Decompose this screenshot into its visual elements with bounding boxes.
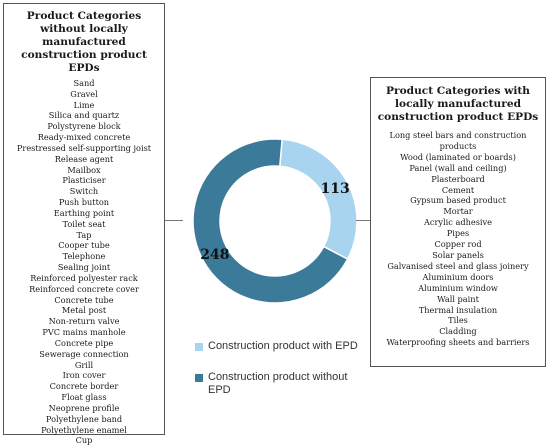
list-item: Grill (74, 359, 94, 370)
list-item: Wall paint (437, 293, 479, 304)
list-item: Neoprene profile (48, 402, 120, 413)
legend-item-without-epd: Construction product without EPD (195, 371, 365, 397)
list-item: Plasterboard (431, 173, 485, 184)
list-item: PVC mains manhole (42, 327, 126, 338)
list-item: Waterproofing sheets and barriers (386, 337, 530, 348)
list-item: Switch (69, 186, 99, 197)
legend-label-with-epd: Construction product with EPD (208, 340, 358, 352)
list-item: Long steel bars and construction product… (389, 130, 527, 151)
list-item: Solar panels (432, 249, 484, 260)
list-item: Telephone (62, 251, 106, 262)
list-item: Release agent (54, 153, 114, 164)
list-item: Pipes (446, 228, 470, 239)
list-item: Non-return valve (48, 316, 120, 327)
list-item: Tap (76, 229, 92, 240)
donut-slice-with-epd (278, 138, 358, 261)
list-item: Silica and quartz (48, 110, 120, 121)
list-item: Lime (73, 99, 95, 110)
list-item: Cladding (439, 326, 477, 337)
list-item: Concrete tube (54, 294, 114, 305)
list-item: Iron cover (62, 370, 106, 381)
list-item: Concrete pipe (54, 337, 114, 348)
list-item: Earthing point (53, 207, 115, 218)
data-label-without-epd: 248 (200, 247, 229, 263)
list-item: Aluminium window (418, 282, 498, 293)
right-connector-line (356, 220, 370, 221)
right-box-title: Product Categories with locally manufact… (377, 85, 539, 123)
list-item: Copper rod (434, 239, 482, 250)
legend-swatch-with-epd (195, 343, 203, 351)
list-item: Polyethylene band (45, 413, 123, 424)
legend-item-with-epd: Construction product with EPD (195, 340, 358, 352)
list-item: Sewerage connection (39, 348, 129, 359)
right-category-box: Product Categories with locally manufact… (370, 77, 546, 367)
data-label-with-epd: 113 (320, 181, 349, 197)
left-connector-line (165, 220, 183, 221)
list-item: Mortar (443, 206, 473, 217)
list-item: Plasticiser (62, 175, 106, 186)
list-item: Sand (73, 78, 95, 88)
right-category-list: Long steel bars and construction product… (371, 130, 545, 348)
list-item: Mailbox (67, 164, 101, 175)
legend-swatch-without-epd (195, 374, 203, 382)
list-item: Cement (441, 184, 475, 195)
list-item: Prestressed self-supporting joist (16, 142, 152, 153)
left-box-title: Product Categories without locally manuf… (21, 10, 147, 74)
list-item: Cooper tube (58, 240, 110, 251)
list-item: Cup (75, 435, 93, 446)
legend-label-without-epd: Construction product without EPD (208, 371, 348, 396)
list-item: Panel (wall and ceiling) (409, 162, 507, 173)
list-item: Wood (laminated or boards) (400, 151, 516, 162)
list-item: Acrylic adhesive (424, 217, 492, 228)
list-item: Push button (58, 197, 110, 208)
list-item: Galvanised steel and glass joinery (387, 260, 529, 271)
list-item: Thermal insulation (418, 304, 498, 315)
list-item: Tiles (448, 315, 468, 326)
list-item: Gypsum based product (410, 195, 506, 206)
list-item: Polystyrene block (47, 121, 121, 132)
left-category-box: Product Categories without locally manuf… (3, 3, 165, 445)
left-category-list: Sand Gravel Lime Silica and quartz Polystyre… (4, 78, 164, 446)
list-item: Concrete border (49, 381, 119, 392)
list-item: Float glass (61, 392, 107, 403)
list-item: Gravel (70, 88, 98, 99)
list-item: Metal post (61, 305, 107, 316)
list-item: Reinforced polyester rack (30, 272, 138, 283)
list-item: Aluminium doors (422, 271, 494, 282)
list-item: Polyethylene enamel (41, 424, 127, 435)
list-item: Sealing joint (57, 262, 111, 273)
donut-slice-without-epd (192, 138, 349, 304)
list-item: Ready-mixed concrete (37, 132, 131, 143)
list-item: Toilet seat (62, 218, 106, 229)
list-item: Reinforced concrete cover (29, 283, 139, 294)
